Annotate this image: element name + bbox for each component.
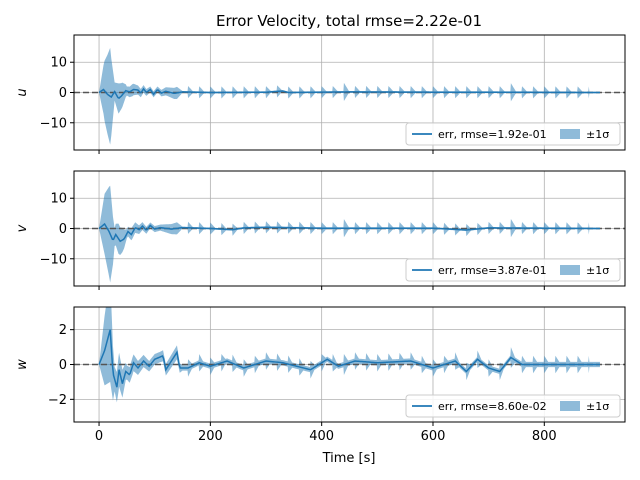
panel-w: −2 0 2 0 200 400 600 800 w err, rmse=8.60e-02 ±1σ (15, 306, 626, 444)
legend-label-err: err, rmse=1.92e-01 (438, 128, 547, 141)
sigma-band (99, 307, 600, 403)
legend-box (405, 394, 621, 418)
error-series-line (98, 222, 600, 243)
x-tick-label: 800 (532, 429, 557, 444)
plot-area (74, 185, 625, 283)
y-tick-label: 2 (59, 323, 67, 338)
x-tick-label: 600 (421, 429, 446, 444)
legend: err, rmse=1.92e-01 ±1σ (405, 122, 621, 146)
legend-box (405, 258, 621, 282)
error-series-line (98, 87, 600, 99)
plot-area (74, 47, 625, 145)
y-tick-label: −10 (40, 116, 67, 131)
legend-label-err: err, rmse=8.60e-02 (438, 400, 547, 413)
legend-label-err: err, rmse=3.87e-01 (438, 264, 547, 277)
error-series-line (98, 329, 600, 388)
plot-area (74, 307, 625, 403)
legend-label-sigma: ±1σ (586, 128, 609, 141)
x-axis-label: Time [s] (322, 451, 376, 466)
y-tick-label: 0 (59, 358, 67, 373)
x-tick-label: 400 (309, 429, 334, 444)
chart-title: Error Velocity, total rmse=2.22e-01 (216, 12, 482, 30)
y-tick-label: 0 (59, 222, 67, 237)
legend-band-swatch (560, 129, 580, 139)
y-axis-label: u (15, 88, 30, 96)
y-axis-label: v (15, 224, 30, 232)
sigma-band (99, 47, 600, 145)
legend-band-swatch (560, 401, 580, 411)
sigma-band (99, 185, 600, 283)
legend-box (405, 122, 621, 146)
legend: err, rmse=3.87e-01 ±1σ (405, 258, 621, 282)
legend: err, rmse=8.60e-02 ±1σ (405, 394, 621, 418)
panel-u: −10 0 10 u err, rmse=1.92e-01 ±1σ (15, 34, 626, 154)
y-tick-label: 10 (50, 56, 67, 71)
x-tick-label: 200 (198, 429, 223, 444)
legend-band-swatch (560, 265, 580, 275)
x-tick-label: 0 (95, 429, 103, 444)
panel-v: −10 0 10 v err, rmse=3.87e-01 ±1σ (15, 170, 626, 290)
y-tick-label: 10 (50, 192, 67, 207)
y-axis-label: w (15, 359, 30, 370)
y-tick-label: 0 (59, 86, 67, 101)
legend-label-sigma: ±1σ (586, 264, 609, 277)
y-tick-label: −10 (40, 252, 67, 267)
legend-label-sigma: ±1σ (586, 400, 609, 413)
y-tick-label: −2 (48, 393, 67, 408)
